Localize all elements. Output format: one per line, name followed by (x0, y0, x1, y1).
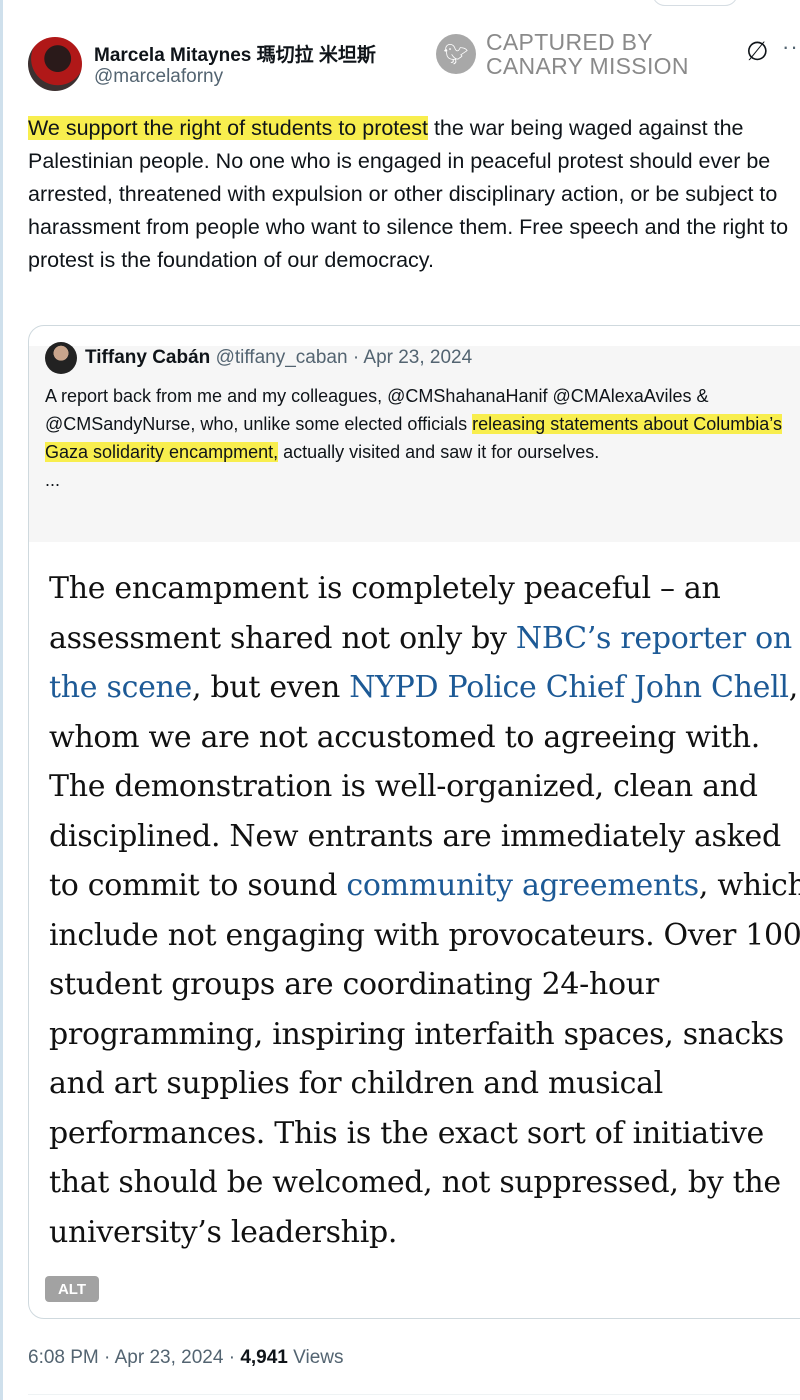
quote-author-handle[interactable]: @tiffany_caban (215, 347, 348, 368)
quoted-tweet[interactable]: Tiffany Cabán @tiffany_caban · Apr 23, 2… (28, 325, 800, 1319)
quote-text-part: A report back from me and my colleagues,… (45, 386, 709, 434)
avatar[interactable] (28, 37, 82, 91)
quote-ellipsis: ... (45, 470, 61, 490)
views-label: Views (293, 1347, 344, 1368)
quote-header: Tiffany Cabán @tiffany_caban · Apr 23, 2… (85, 347, 472, 369)
image-link-text: community agreements (346, 868, 699, 903)
image-text: , which include not engaging with provoc… (49, 868, 800, 1250)
separator: · (347, 347, 364, 368)
tweet-text: the war being waged against the Palestin… (28, 116, 789, 272)
canary-bird-icon: 🐦︎ (436, 34, 476, 74)
image-text: The encampment is completely peaceful – … (49, 571, 721, 656)
alt-badge[interactable]: ALT (45, 1276, 99, 1302)
divider (28, 1394, 800, 1395)
thread-line (0, 0, 3, 1400)
quote-author-name[interactable]: Tiffany Cabán (85, 347, 211, 368)
quote-image-text[interactable]: The encampment is completely peaceful – … (49, 564, 800, 1257)
image-link-text: NBC’s reporter on the scene (49, 620, 792, 706)
separator: · (223, 1347, 241, 1368)
quote-text-part: actually visited and saw it for ourselve… (278, 442, 600, 462)
top-button[interactable] (652, 0, 738, 6)
tweet-date[interactable]: Apr 23, 2024 (114, 1347, 224, 1368)
views-count: 4,941 (240, 1347, 288, 1368)
author-handle[interactable]: @marcelaforny (94, 66, 224, 87)
separator: · (98, 1347, 115, 1368)
watermark-line: CAPTURED BY (486, 29, 653, 55)
image-text: , whom we are not accustomed to agreeing… (49, 670, 798, 903)
more-dots-icon[interactable]: ·· (782, 34, 799, 59)
author-name[interactable]: Marcela Mitaynes 瑪切拉 米坦斯 (94, 45, 376, 66)
watermark-line: CANARY MISSION (486, 53, 689, 79)
quote-avatar[interactable] (45, 342, 77, 374)
quote-date[interactable]: Apr 23, 2024 (363, 347, 473, 368)
image-text: , but even (192, 670, 350, 705)
tweet-body: We support the right of students to prot… (28, 112, 800, 277)
highlighted-text: We support the right of students to prot… (28, 116, 428, 140)
grok-slash-icon[interactable]: ∅ (746, 36, 769, 66)
canary-mission-watermark: 🐦︎ CAPTURED BY CANARY MISSION (436, 30, 689, 78)
quote-text: A report back from me and my colleagues,… (45, 382, 800, 494)
tweet-meta: 6:08 PM · Apr 23, 2024 · 4,941 Views (28, 1347, 343, 1369)
tweet-time[interactable]: 6:08 PM (28, 1347, 99, 1368)
image-link-text: NYPD Police Chief John Chell (349, 670, 789, 705)
